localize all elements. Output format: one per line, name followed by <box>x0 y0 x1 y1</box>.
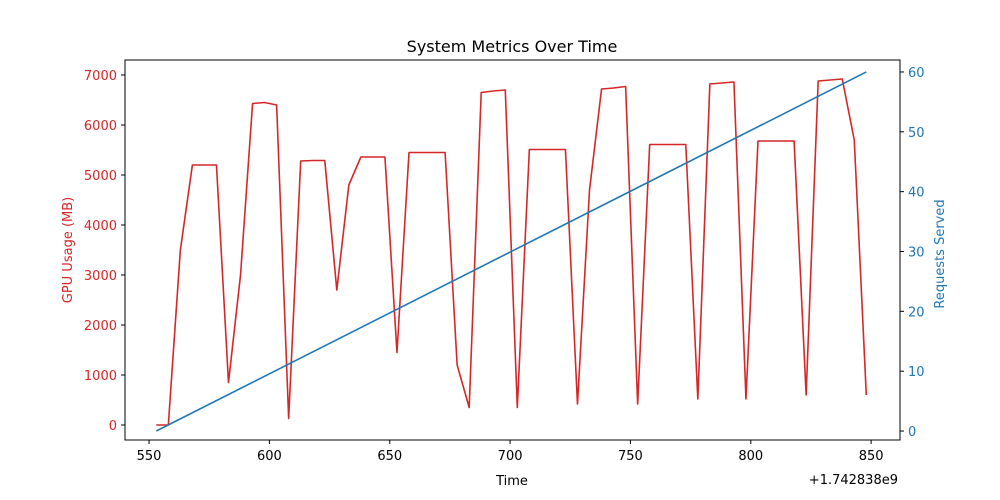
left-tick-label: 6000 <box>84 119 117 134</box>
right-tick-label: 10 <box>908 365 925 380</box>
right-tick-label: 30 <box>908 245 925 260</box>
right-tick-label: 20 <box>908 305 925 320</box>
left-tick-label: 2000 <box>84 319 117 334</box>
x-axis-label: Time <box>495 474 528 489</box>
right-tick-label: 40 <box>908 186 925 201</box>
right-tick-label: 60 <box>908 66 925 81</box>
left-tick-label: 3000 <box>84 269 117 284</box>
right-tick-label: 0 <box>908 425 916 440</box>
x-tick-label: 650 <box>377 449 402 464</box>
right-tick-label: 50 <box>908 126 925 141</box>
x-tick-label: 550 <box>137 449 162 464</box>
left-axis-label: GPU Usage (MB) <box>61 197 76 303</box>
x-axis-ticks: 550 600 650 700 750 800 850 <box>137 440 884 464</box>
left-tick-label: 0 <box>109 419 117 434</box>
gpu-usage-line <box>156 78 868 426</box>
right-axis-label: Requests Served <box>933 199 948 308</box>
chart-title: System Metrics Over Time <box>407 37 618 56</box>
left-tick-label: 7000 <box>84 69 117 84</box>
x-tick-label: 850 <box>859 449 884 464</box>
x-tick-label: 800 <box>738 449 763 464</box>
x-tick-label: 750 <box>618 449 643 464</box>
plot-frame <box>124 59 901 441</box>
left-tick-label: 4000 <box>84 219 117 234</box>
left-tick-label: 5000 <box>84 169 117 184</box>
plot-lines <box>155 71 868 432</box>
left-axis-ticks: 0 1000 2000 3000 4000 5000 6000 7000 <box>84 69 125 434</box>
right-axis-ticks: 0 10 20 30 40 50 60 <box>900 66 925 440</box>
x-tick-label: 700 <box>498 449 523 464</box>
x-tick-label: 600 <box>257 449 282 464</box>
x-axis-offset-label: +1.742838e9 <box>809 473 898 488</box>
left-tick-label: 1000 <box>84 369 117 384</box>
requests-served-line <box>155 71 867 432</box>
